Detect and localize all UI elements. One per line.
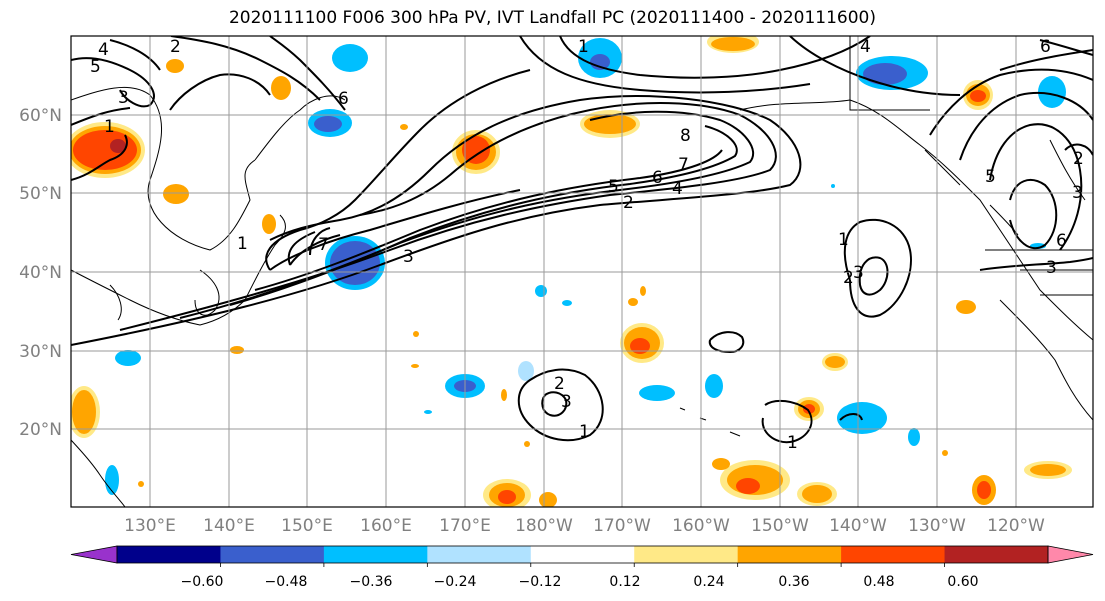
contour-label: 3 [118,88,129,108]
colorbar-segment [944,546,1049,563]
contour-label: 2 [623,193,634,213]
colorbar-segment [117,546,221,563]
colorbar-tick: −0.36 [350,574,393,590]
lon-label: 130°E [124,516,176,536]
contour-label: 8 [680,126,691,146]
latitude-labels: 60°N 50°N 40°N 30°N 20°N [19,106,62,440]
lon-label: 120°W [987,516,1045,536]
contour-label: 3 [403,247,414,267]
contour-label: 1 [838,230,849,250]
contour-label: 1 [578,37,589,57]
lat-label-20n: 20°N [19,420,62,440]
lon-label: 180°W [515,516,573,536]
map-title: 2020111100 F006 300 hPa PV, IVT Landfall… [228,8,876,28]
lat-label-50n: 50°N [19,184,62,204]
lon-label: 170°W [593,516,651,536]
colorbar-segment [634,546,739,563]
contour-label: 2 [1073,149,1084,169]
colorbar-tick: −0.48 [265,574,308,590]
lat-label-40n: 40°N [19,263,62,283]
colorbar-tick: −0.60 [181,574,224,590]
contour-label: 6 [338,89,349,109]
lon-label: 150°W [751,516,809,536]
lon-label: 170°E [439,516,491,536]
lon-label: 160°E [360,516,412,536]
colorbar-segment [323,546,428,563]
map-frame [70,35,1094,508]
colorbar-tick: 0.24 [693,574,724,590]
graticule [71,36,1093,507]
lon-label: 130°W [908,516,966,536]
colorbar-tick: 0.36 [778,574,809,590]
colorbar-tick: 0.12 [609,574,640,590]
lon-label: 150°E [281,516,333,536]
contour-label: 1 [237,234,248,254]
lat-label-30n: 30°N [19,342,62,362]
longitude-labels: 130°E 140°E 150°E 160°E 170°E 180°W 170°… [124,516,1045,536]
pv-contours [71,36,1093,444]
colorbar-segment [737,546,842,563]
colorbar-border [116,545,1049,564]
coastlines [71,36,1093,507]
contour-label: 5 [985,167,996,187]
contour-label: 3 [853,263,864,283]
colorbar-tick: −0.24 [434,574,477,590]
contour-label: 5 [608,177,619,197]
contour-label: 3 [1072,183,1083,203]
contour-label: 1 [787,433,798,453]
contour-label: 7 [678,155,689,175]
contour-label: 6 [1056,231,1067,251]
contour-label: 1 [579,422,590,442]
lat-label-60n: 60°N [19,106,62,126]
colorbar-segment [220,546,325,563]
colorbar-extend-low [70,545,118,564]
contour-label: 2 [554,374,565,394]
colorbar-tick: 0.60 [947,574,978,590]
contour-label: 2 [843,268,854,288]
colorbar-segment [530,546,635,563]
lon-label: 160°W [672,516,730,536]
colorbar-tick: −0.12 [519,574,562,590]
contour-label: 4 [860,37,871,57]
contour-label: 4 [672,179,683,199]
lon-label: 140°W [829,516,887,536]
colorbar-segment [427,546,532,563]
colorbar-extend-high [1047,545,1094,564]
lon-label: 140°E [203,516,255,536]
contour-label: 6 [1040,37,1051,57]
contour-label: 5 [90,57,101,77]
contour-label: 6 [652,168,663,188]
colorbar-segment [841,546,946,563]
colorbar-tick-labels: −0.60 −0.48 −0.36 −0.24 −0.12 0.12 0.24 … [181,574,979,590]
contour-label: 7 [318,235,329,255]
contour-label: 4 [98,40,109,60]
contour-labels: 1 2 3 4 5 6 7 8 2 3 4 5 6 7 1 2 3 1 2 3 … [90,37,1084,453]
contour-label: 1 [104,117,115,137]
contour-label: 2 [170,37,181,57]
contour-label: 3 [1046,258,1057,278]
colorbar [70,545,1094,567]
colorbar-tick: 0.48 [863,574,894,590]
contour-label: 3 [561,392,572,412]
